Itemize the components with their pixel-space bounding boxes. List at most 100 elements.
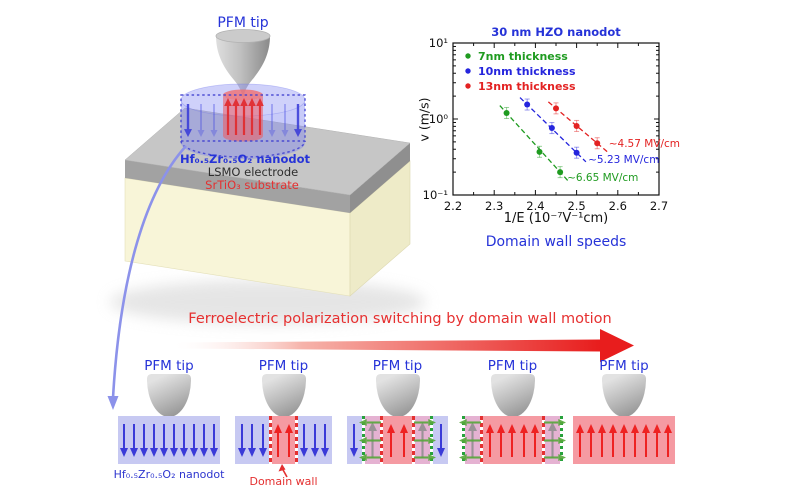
- pfm-tip-label: PFM tip: [217, 15, 268, 31]
- flow-curve-arrowhead: [107, 396, 119, 410]
- data-point: [594, 140, 601, 147]
- up-arrow-icon: [598, 423, 606, 457]
- process-arrowhead: [600, 329, 634, 362]
- chart-x-axis-label: 1/E (10⁻⁷V⁻¹cm): [503, 211, 609, 226]
- panel-caption: Domain wall: [216, 464, 352, 488]
- data-point: [548, 125, 555, 132]
- electrode-top-face: [124, 107, 411, 196]
- left-arrow-icon: [358, 454, 381, 461]
- data-point: [524, 101, 531, 108]
- pfm-tip-icon: [147, 374, 191, 417]
- panel-3: PFM tip: [347, 358, 448, 464]
- up-polarized-domain: [382, 416, 413, 464]
- up-arrow-icon: [418, 422, 428, 458]
- left-arrow-icon: [358, 419, 381, 426]
- series-annotation: ~6.65 MV/cm: [567, 172, 638, 184]
- series-annotation: ~5.23 MV/cm: [588, 154, 659, 166]
- right-arrow-icon: [414, 419, 437, 426]
- pfm-tip-cone: [216, 36, 270, 98]
- up-arrow-icon: [631, 423, 639, 457]
- nanodot-cross-section: [459, 416, 566, 464]
- chart-caption: Domain wall speeds: [485, 234, 627, 250]
- down-arrow-icon: [258, 423, 267, 457]
- pfm-tip-label: PFM tip: [258, 358, 309, 374]
- right-arrow-icon: [414, 436, 437, 444]
- svg-text:2.5: 2.5: [567, 199, 585, 213]
- down-polarized-domain: [433, 416, 448, 464]
- legend-marker: [465, 53, 471, 59]
- down-arrow-icon: [170, 423, 178, 457]
- pfm-tip-label: PFM tip: [599, 358, 649, 374]
- svg-text:10⁻¹: 10⁻¹: [423, 188, 448, 202]
- red-core-top: [223, 89, 263, 101]
- up-arrow-icon: [609, 423, 617, 457]
- down-arrow-icon: [200, 423, 208, 457]
- electrode-front-face: [125, 160, 350, 213]
- up-arrow-icon: [620, 423, 628, 457]
- data-point: [553, 105, 559, 112]
- down-arrow-icon: [190, 423, 198, 457]
- electrode-label: LSMO electrode: [208, 165, 298, 179]
- domain-wall-red: [412, 416, 416, 464]
- substrate-label: SrTiO₃ substrate: [205, 178, 299, 192]
- right-arrow-icon: [544, 419, 566, 426]
- down-arrow-icon: [140, 423, 148, 457]
- chart-title: 30 nm HZO nanodot: [491, 25, 621, 39]
- down-arrow-icon: [300, 423, 309, 457]
- down-arrow-icon: [180, 423, 188, 457]
- chart-y-axis-label: v (m/s): [416, 97, 432, 142]
- up-arrow-icon: [576, 423, 584, 457]
- right-arrow-icon: [414, 454, 437, 461]
- down-arrow-icon: [210, 423, 218, 457]
- right-arrow-icon: [544, 436, 566, 444]
- down-arrow-icon: [310, 423, 319, 457]
- up-arrow-icon: [399, 423, 408, 457]
- nanodot-cross-section: [118, 416, 220, 464]
- down-polarized-domain: [235, 416, 270, 464]
- pfm-tip-label: PFM tip: [372, 358, 423, 374]
- left-arrow-icon: [459, 419, 481, 426]
- legend-label: 7nm thickness: [478, 50, 568, 63]
- chart-canvas: 2.2 2.3 2.4 2.5 2.6 2.7 10⁻¹ 10⁰ 10¹ 7nm thicknes…: [423, 36, 680, 213]
- up-arrow-icon: [642, 423, 650, 457]
- right-arrow-icon: [544, 454, 566, 461]
- up-arrow-icon: [367, 422, 377, 458]
- down-polarized-domain: [297, 416, 332, 464]
- up-arrow-icon: [486, 423, 495, 457]
- up-arrow-icon: [587, 423, 595, 457]
- down-arrow-icon: [321, 423, 330, 457]
- series-annotation: ~4.57 MV/cm: [609, 138, 680, 150]
- svg-text:2.3: 2.3: [485, 199, 503, 213]
- svg-text:10¹: 10¹: [429, 36, 448, 50]
- moving-wall-region: [544, 416, 566, 464]
- nanodot-cross-section: [235, 416, 332, 464]
- svg-text:2.7: 2.7: [650, 199, 668, 213]
- nanodot-polarization-arrows: [184, 98, 302, 137]
- legend-marker: [465, 83, 471, 89]
- moving-wall-region: [358, 416, 381, 464]
- legend-label: 10nm thickness: [478, 65, 576, 78]
- up-arrow-icon: [653, 423, 661, 457]
- data-point: [573, 149, 580, 156]
- domain-wall-red: [480, 416, 483, 464]
- domain-wall-red: [542, 416, 545, 464]
- domain-wall-speed-chart: 2.2 2.3 2.4 2.5 2.6 2.7 10⁻¹ 10⁰ 10¹ 7nm thicknes…: [415, 10, 755, 262]
- data-point: [573, 122, 580, 129]
- data-point: [536, 148, 543, 155]
- pfm-tip-label: PFM tip: [144, 358, 194, 374]
- panel-1: PFM tip Hf₀.₅Zr₀.₅O₂ nanodot: [114, 358, 225, 481]
- pfm-tip-label: PFM tip: [487, 358, 538, 374]
- svg-text:2.4: 2.4: [526, 199, 544, 213]
- up-polarized-domain: [272, 416, 295, 464]
- moving-wall-region: [459, 416, 481, 464]
- panel-2: PFM tip Domain wall: [235, 358, 332, 488]
- down-arrow-icon: [120, 423, 128, 457]
- up-arrow-icon: [387, 423, 396, 457]
- pfm-tip-icon: [261, 374, 306, 417]
- up-arrow-icon: [519, 423, 528, 457]
- down-arrow-icon: [248, 423, 257, 457]
- down-polarized-domain: [118, 416, 220, 464]
- panel-5: PFM tip: [573, 358, 675, 464]
- up-polarized-domain: [573, 416, 675, 464]
